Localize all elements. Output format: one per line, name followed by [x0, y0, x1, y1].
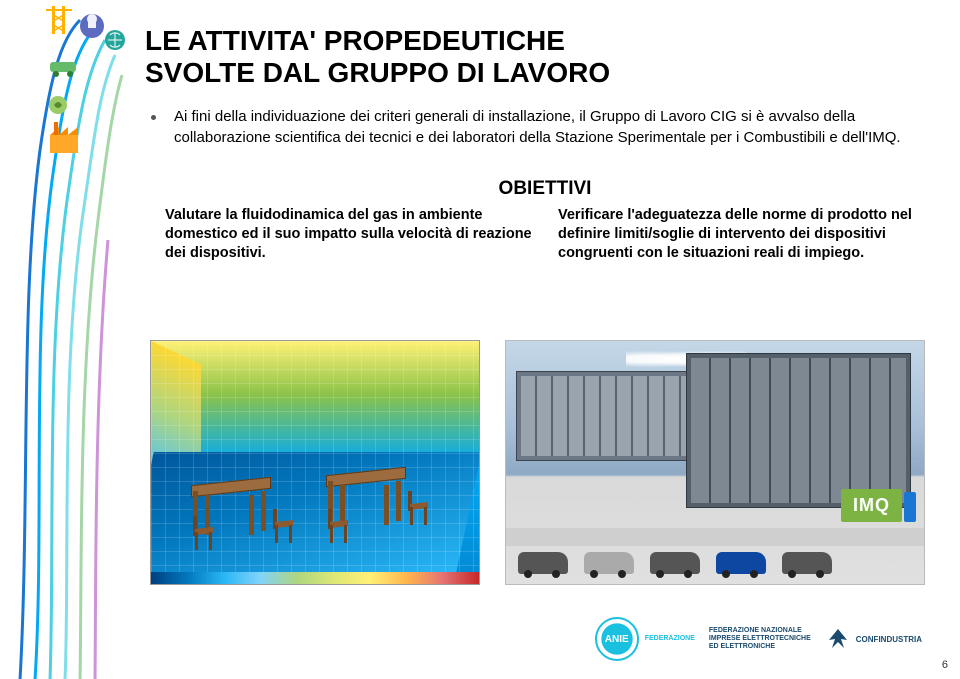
- confindustria-label: CONFINDUSTRIA: [856, 635, 922, 644]
- building-back-icon: [516, 371, 696, 461]
- furniture-chair-icon: [271, 509, 299, 543]
- pylon-icon: [46, 6, 72, 34]
- car-icon: [716, 552, 766, 574]
- page-title: LE ATTIVITA' PROPEDEUTICHE SVOLTE DAL GR…: [145, 25, 935, 89]
- logo-confindustria: CONFINDUSTRIA: [825, 626, 922, 652]
- obiettivi-block: OBIETTIVI Valutare la fluidodinamica del…: [165, 178, 925, 263]
- furniture-chair-icon: [191, 516, 219, 550]
- page-number: 6: [942, 659, 948, 671]
- footer-logos: FEDERAZIONE FEDERAZIONE NAZIONALE IMPRES…: [595, 617, 922, 661]
- obiettivi-left: Valutare la fluidodinamica del gas in am…: [165, 206, 532, 263]
- cars-row: [518, 552, 832, 574]
- eagle-icon: [825, 626, 851, 652]
- color-scale-icon: [151, 572, 479, 584]
- body-bullet: Ai fini della individuazione dei criteri…: [145, 107, 935, 148]
- figure-building: IMQ: [505, 340, 925, 585]
- federation-text: FEDERAZIONE NAZIONALE IMPRESE ELETTROTEC…: [709, 627, 811, 650]
- furniture-chair-icon: [326, 509, 354, 543]
- sidebar-graphic: [0, 0, 140, 679]
- globe-icon: [105, 30, 125, 50]
- building-main-icon: [686, 353, 911, 508]
- leaf-icon: [49, 96, 67, 114]
- head-icon: [80, 14, 104, 38]
- figures-row: IMQ: [150, 340, 940, 600]
- car-icon: [518, 552, 568, 574]
- factory-icon: [50, 122, 78, 153]
- obiettivi-heading: OBIETTIVI: [165, 178, 925, 200]
- title-line-2: SVOLTE DAL GRUPPO DI LAVORO: [145, 57, 610, 88]
- figure-simulation: [150, 340, 480, 585]
- federation-line: FEDERAZIONE NAZIONALE: [709, 627, 811, 635]
- car-icon: [782, 552, 832, 574]
- bullet-text: Ai fini della individuazione dei criteri…: [174, 107, 935, 148]
- car-icon: [650, 552, 700, 574]
- title-line-1: LE ATTIVITA' PROPEDEUTICHE: [145, 25, 565, 56]
- federation-line: IMPRESE ELETTROTECNICHE: [709, 635, 811, 643]
- federation-line: ED ELETTRONICHE: [709, 643, 811, 651]
- car-icon: [50, 62, 76, 77]
- logo-anie: FEDERAZIONE: [595, 617, 695, 661]
- imq-accent-icon: [904, 492, 916, 522]
- bullet-dot-icon: [151, 115, 156, 120]
- furniture-chair-icon: [406, 491, 434, 525]
- car-icon: [584, 552, 634, 574]
- obiettivi-right: Verificare l'adeguatezza delle norme di …: [558, 206, 925, 263]
- anie-badge-icon: [595, 617, 639, 661]
- anie-sublabel: FEDERAZIONE: [645, 635, 695, 642]
- imq-sign: IMQ: [841, 489, 902, 522]
